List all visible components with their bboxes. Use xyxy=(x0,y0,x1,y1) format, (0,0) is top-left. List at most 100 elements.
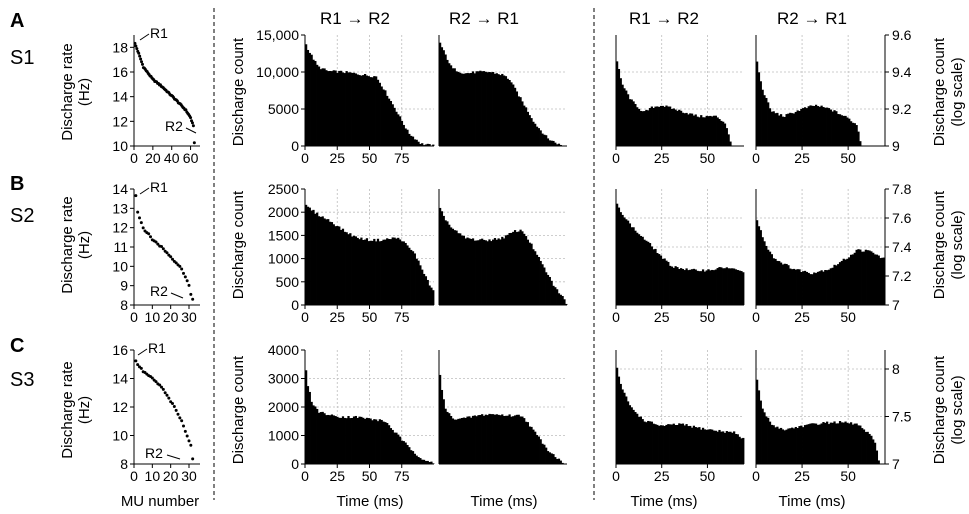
p2-c2-bar-23 xyxy=(481,414,484,464)
p1-rate-point-25 xyxy=(178,264,182,268)
p0-c2-bar-36 xyxy=(504,76,508,146)
p0-c1-bar-69 xyxy=(432,144,435,146)
p1-c4-bar-12 xyxy=(778,261,781,305)
p0-c3-bar-19 xyxy=(650,106,653,146)
p1-c3-bar-16 xyxy=(645,240,648,305)
p1-c4-bar-9 xyxy=(772,258,775,305)
p1-c1-bar-57 xyxy=(410,249,413,305)
count-ylabel-b: Discharge count xyxy=(230,190,247,299)
p1-c4-bar-60 xyxy=(866,250,869,305)
p1-c3-bar-7 xyxy=(628,223,632,305)
p1-c4-bar-8 xyxy=(770,254,773,305)
p1-c2-bar-25 xyxy=(484,240,487,305)
p1-c2-bar-41 xyxy=(513,230,517,305)
p1-c1-bar-58 xyxy=(411,251,415,305)
p1-c3-xtick-label-1: 25 xyxy=(654,309,670,325)
p2-c4-bar-37 xyxy=(824,422,827,464)
p1-c4-bar-58 xyxy=(862,251,866,305)
p0-c1-bar-41 xyxy=(380,86,383,146)
p2-c2-bar-45 xyxy=(521,416,524,464)
p0-c3-bar-24 xyxy=(659,105,663,146)
p0-c1-bar-39 xyxy=(376,79,380,146)
p1-rate-point-32 xyxy=(191,297,195,301)
p2-rate-xtick-label-3: 30 xyxy=(181,468,197,484)
p2-c3-bar-49 xyxy=(705,429,708,464)
p0-c1-bar-15 xyxy=(332,70,335,146)
p0-c2-bar-38 xyxy=(508,79,511,146)
p0-c2-bar-14 xyxy=(464,73,467,146)
p2-c3-bar-4 xyxy=(623,392,626,464)
p0-c2-bar-52 xyxy=(534,123,537,146)
p1-c4-ytick-label-0: 7 xyxy=(892,297,900,313)
p1-c4-bar-17 xyxy=(787,265,790,305)
p1-rate-xtick-label-3: 30 xyxy=(181,309,197,325)
p2-c4-bar-40 xyxy=(829,422,832,464)
p2-c4-bar-57 xyxy=(861,428,864,464)
p0-c2-bar-48 xyxy=(526,111,529,146)
p1-c1-bar-54 xyxy=(404,242,407,305)
p1-c3-bar-45 xyxy=(698,271,701,305)
p2-c3-bar-12 xyxy=(637,416,641,464)
p1-c4-bar-56 xyxy=(859,249,862,305)
p0-c1-bar-60 xyxy=(415,139,418,146)
p0-c3-bar-53 xyxy=(712,115,716,146)
p0-c1-bar-34 xyxy=(367,76,370,146)
p2-c1-bar-56 xyxy=(408,447,411,464)
p2-rate-point-27 xyxy=(182,424,185,428)
p0-c3-bar-50 xyxy=(707,116,710,146)
p0-c2-bar-49 xyxy=(528,115,531,146)
p2-c3-bar-18 xyxy=(648,421,652,464)
p2-c4-bar-53 xyxy=(853,423,856,464)
p0-c1-bar-55 xyxy=(406,129,409,146)
p1-c4-ytick-label-1: 7.2 xyxy=(892,268,912,284)
p0-c3-bar-43 xyxy=(694,114,697,146)
p1-c4-bar-16 xyxy=(785,263,788,305)
p1-c3-bar-8 xyxy=(630,227,633,305)
p1-c2-bar-40 xyxy=(512,231,515,305)
p0-c3-bar-37 xyxy=(683,113,686,146)
p0-rate-point-6 xyxy=(138,54,142,58)
p2-c4-bar-61 xyxy=(868,433,871,464)
p2-c3-bar-53 xyxy=(712,430,716,464)
p2-c2-bar-7 xyxy=(451,418,455,464)
p2-c1-bar-59 xyxy=(413,453,416,464)
p2-c4-bar-9 xyxy=(772,425,775,464)
p0-c4-bar-36 xyxy=(822,107,825,146)
p0-c4-bar-3 xyxy=(761,89,764,146)
p2-c1-bar-67 xyxy=(428,462,431,464)
p1-c2-bar-35 xyxy=(503,238,506,305)
p2-c1-bar-1 xyxy=(306,386,310,464)
panel-p0-c2 xyxy=(438,35,567,147)
p2-c3-bar-39 xyxy=(687,426,690,464)
p1-c4-ytick-label-2: 7.4 xyxy=(892,239,912,255)
p1-c4-bar-26 xyxy=(803,270,807,305)
p0-c4-bar-4 xyxy=(763,95,766,146)
p2-c4-bar-15 xyxy=(783,430,786,464)
p1-c1-ytick-label-2: 1000 xyxy=(268,251,299,267)
p2-c1-bar-44 xyxy=(386,422,389,464)
p1-c1-bar-50 xyxy=(397,237,400,305)
p2-c4-bar-16 xyxy=(785,429,788,464)
p2-c4-bar-24 xyxy=(800,425,803,464)
p2-c3-bar-21 xyxy=(654,424,657,464)
p2-c4-bar-54 xyxy=(855,423,858,464)
p2-c3-bar-19 xyxy=(650,421,653,464)
p1-rate-point-23 xyxy=(174,261,178,265)
p1-c4-bar-43 xyxy=(835,265,838,305)
p0-c3-bar-47 xyxy=(701,117,705,146)
p1-c4-bar-7 xyxy=(768,251,772,305)
p0-c3-bar-56 xyxy=(718,119,721,146)
p2-c2-bar-39 xyxy=(510,416,513,464)
p1-c3-bar-9 xyxy=(632,227,635,305)
p0-c2-bar-54 xyxy=(537,128,540,146)
p1-c1-bar-37 xyxy=(373,238,376,305)
p0-c3-bar-14 xyxy=(641,111,644,146)
p1-c2-bar-47 xyxy=(524,236,528,305)
p2-c3-bar-56 xyxy=(718,429,721,464)
p1-rate-ytick-label-2: 10 xyxy=(112,258,128,274)
p2-c1-bar-2 xyxy=(308,391,311,464)
p0-rate-point-55 xyxy=(184,108,188,112)
p0-c3-bar-57 xyxy=(720,120,723,146)
p2-c2-bar-16 xyxy=(468,416,471,464)
p1-c4-bar-59 xyxy=(864,249,867,305)
